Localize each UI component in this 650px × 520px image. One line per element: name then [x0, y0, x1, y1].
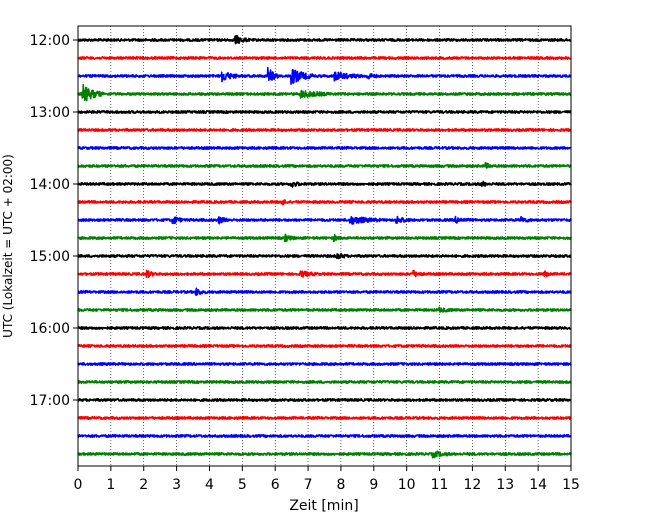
seismic-trace — [77, 215, 572, 225]
seismic-trace — [77, 110, 572, 114]
x-tick-label: 2 — [139, 477, 148, 493]
seismic-trace — [77, 269, 572, 279]
seismic-trace — [77, 199, 572, 206]
x-tick-label: 13 — [496, 477, 514, 493]
seismic-trace — [77, 252, 572, 260]
y-tick-label: 17:00 — [30, 393, 70, 409]
x-tick-label: 4 — [205, 477, 214, 493]
x-axis-ticks: 0 1 2 3 4 5 6 7 8 9 10 11 12 13 14 15 — [74, 466, 580, 493]
y-tick-label: 15:00 — [30, 249, 70, 265]
seismic-trace — [77, 180, 572, 188]
grid-lines — [110, 26, 539, 466]
seismic-trace — [77, 416, 572, 420]
seismic-trace — [77, 128, 572, 132]
x-tick-label: 8 — [336, 477, 345, 493]
seismic-trace — [77, 398, 572, 402]
x-tick-label: 9 — [369, 477, 378, 493]
x-tick-label: 14 — [529, 477, 547, 493]
x-axis-label: Zeit [min] — [289, 498, 358, 514]
seismic-trace — [77, 344, 572, 348]
plot-frame — [77, 25, 572, 467]
seismic-trace — [77, 326, 572, 330]
seismic-trace — [77, 233, 572, 243]
y-tick-label: 13:00 — [30, 105, 70, 121]
seismic-trace — [77, 450, 572, 459]
x-tick-label: 6 — [271, 477, 280, 493]
seismic-trace — [77, 66, 572, 85]
x-tick-label: 0 — [74, 477, 83, 493]
y-tick-label: 16:00 — [30, 321, 70, 337]
seismic-trace — [77, 83, 572, 102]
seismic-trace — [77, 146, 572, 150]
y-axis-label: UTC (Lokalzeit = UTC + 02:00) — [1, 154, 15, 338]
seismic-trace — [77, 380, 572, 384]
x-tick-label: 3 — [172, 477, 181, 493]
seismic-trace — [77, 34, 572, 45]
trace-group — [77, 34, 572, 459]
y-tick-label: 14:00 — [30, 177, 70, 193]
seismic-trace — [77, 306, 572, 313]
seismic-trace — [77, 362, 572, 366]
x-tick-label: 15 — [562, 477, 580, 493]
y-tick-label: 12:00 — [30, 33, 70, 49]
x-tick-label: 5 — [238, 477, 247, 493]
x-tick-label: 12 — [463, 477, 481, 493]
x-tick-label: 7 — [304, 477, 313, 493]
x-tick-label: 11 — [431, 477, 449, 493]
x-tick-label: 10 — [398, 477, 416, 493]
seismic-trace — [77, 287, 572, 296]
x-tick-label: 1 — [106, 477, 115, 493]
seismic-trace — [77, 434, 572, 438]
y-axis-ticks: 12:00 13:00 14:00 15:00 16:00 17:00 — [30, 33, 78, 409]
seismic-trace — [77, 161, 572, 169]
seismic-trace — [77, 56, 572, 60]
